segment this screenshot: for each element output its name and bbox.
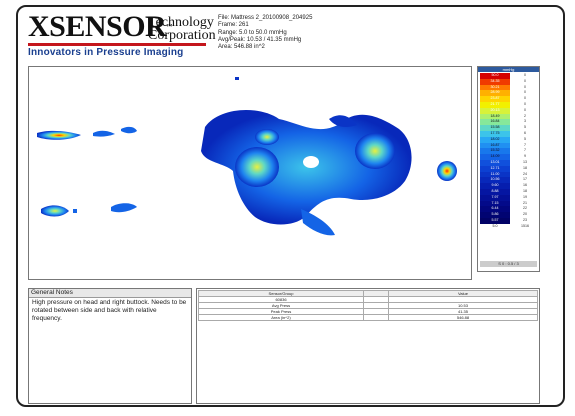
scale-level: 23.87 (480, 96, 510, 102)
pressure-map-image (37, 77, 457, 236)
left-heel (37, 130, 81, 140)
statistics-panel: Sensor/Group Value 60836 Avg Press 10.53… (196, 288, 540, 404)
scale-count: 6 (524, 130, 526, 135)
body-pressure-region (201, 109, 412, 225)
scale-level: 16.84 (480, 119, 510, 126)
stats-value: 546.88 (388, 314, 538, 321)
scale-count: 18 (523, 188, 527, 193)
left-knee (121, 126, 137, 134)
scale-count: 0 (524, 73, 526, 77)
hip-region (301, 209, 335, 236)
scale-level: 30.21 (480, 84, 510, 91)
scale-count: 13 (523, 159, 527, 164)
scale-count: 0 (524, 101, 526, 106)
scale-count: 0 (524, 107, 526, 112)
scale-level: 18.49 (480, 113, 510, 120)
scale-level: 8.88 (480, 188, 510, 195)
gap-region (303, 156, 319, 168)
scale-header: mmHg (478, 67, 539, 72)
general-notes-panel: General Notes High pressure on head and … (28, 288, 192, 404)
scale-level: 21.77 (480, 101, 510, 108)
right-buttock-hotspot (235, 147, 279, 187)
meta-area: Area: 546.88 in^2 (218, 44, 265, 51)
scale-count: 22 (523, 206, 527, 211)
scale-level: 12.71 (480, 165, 510, 172)
buttock-region (255, 129, 279, 145)
scale-level: 28.99 (480, 90, 510, 97)
scale-count: 0 (524, 96, 526, 101)
head-hotspot (437, 161, 457, 181)
pressure-map[interactable] (28, 66, 472, 280)
right-heel (41, 205, 69, 217)
scale-count: 24 (523, 171, 527, 176)
left-calf (93, 130, 115, 137)
scale-count: 16 (523, 183, 527, 188)
logo-underline (28, 43, 206, 46)
statistics-table: Sensor/Group Value 60836 Avg Press 10.53… (198, 290, 538, 321)
scale-count: 0 (524, 84, 526, 89)
scale-level: 7.97 (480, 194, 510, 201)
scale-count: 5 (524, 125, 526, 130)
notes-text[interactable]: High pressure on head and right buttock.… (32, 299, 187, 322)
scale-count: 19 (523, 194, 527, 199)
scale-level: 14.09 (480, 154, 510, 160)
scale-count: 21 (523, 200, 527, 205)
right-calf (73, 209, 77, 213)
company-logo-subtitle: Technology Corporation (148, 15, 216, 43)
scale-count: 5 (524, 136, 526, 141)
meta-avg-peak: Avg/Peak: 10.53 / 41.35 mmHg (218, 36, 302, 43)
scale-count: 17 (523, 177, 527, 182)
scale-count: 0 (524, 78, 526, 83)
scale-level: 17.75 (480, 130, 510, 137)
page-margin (0, 0, 16, 416)
meta-frame: Frame: 261 (218, 22, 249, 29)
scale-count: 20 (523, 212, 527, 217)
scale-color-bar: 50.0 34.35 30.21 28.99 23.87 21.77 20.13 18.49 1… (480, 73, 510, 259)
stats-label: Area (in^2) (198, 314, 364, 321)
scale-count: 18 (523, 165, 527, 170)
scale-level: 15.32 (480, 148, 510, 155)
scale-level: 16.87 (480, 142, 510, 149)
session-metadata: File: Mattress 2_20100908_204925 Frame: … (218, 15, 312, 51)
scale-level: 5.0 (480, 223, 510, 230)
scale-count: 7 (524, 142, 526, 147)
scale-level: 34.35 (480, 78, 510, 85)
scale-count: 23 (523, 217, 527, 222)
scale-level: 11.00 (480, 171, 510, 178)
scale-count: 9 (524, 154, 526, 159)
scale-level: 5.86 (480, 212, 510, 218)
arm-region (329, 115, 357, 127)
notes-title: General Notes (29, 289, 191, 298)
right-knee (111, 203, 137, 213)
scale-level: 10.56 (480, 177, 510, 184)
scale-level: 6.44 (480, 206, 510, 213)
scale-footer: S 0 : 0.5 / 3 (480, 261, 537, 267)
scale-count: 7 (524, 148, 526, 153)
shoulder-region (355, 133, 395, 169)
company-tagline: Innovators in Pressure Imaging (28, 47, 184, 58)
pressure-scale-legend: mmHg 50.0 34.35 30.21 28.99 23.87 21.77 20.13 1… (477, 66, 540, 272)
table-row: Area (in^2) 546.88 (198, 314, 538, 321)
scale-level: 9.60 (480, 183, 510, 189)
scale-count: 0 (524, 90, 526, 95)
scale-level: 18.02 (480, 136, 510, 143)
scale-level: 13.01 (480, 159, 510, 166)
scale-count: 3 (524, 119, 526, 124)
company-logo: XSENSOR™ (28, 10, 172, 43)
scale-level: 15.58 (480, 125, 510, 131)
scale-level: 7.15 (480, 200, 510, 207)
scale-level: 20.13 (480, 107, 510, 114)
isolated-point (235, 77, 239, 80)
meta-range: Range: 5.0 to 50.0 mmHg (218, 29, 287, 36)
scale-level: 50.0 (480, 73, 510, 79)
scale-count: 2 (524, 113, 526, 118)
scale-level: 5.57 (480, 217, 510, 224)
meta-file: File: Mattress 2_20100908_204925 (218, 15, 313, 21)
scale-counts: 0 0 0 0 0 0 0 2 3 5 6 5 7 7 9 13 18 24 17 16 18 19 21 22 20 23 151… (512, 73, 538, 259)
scale-count: 1516 (521, 223, 529, 228)
